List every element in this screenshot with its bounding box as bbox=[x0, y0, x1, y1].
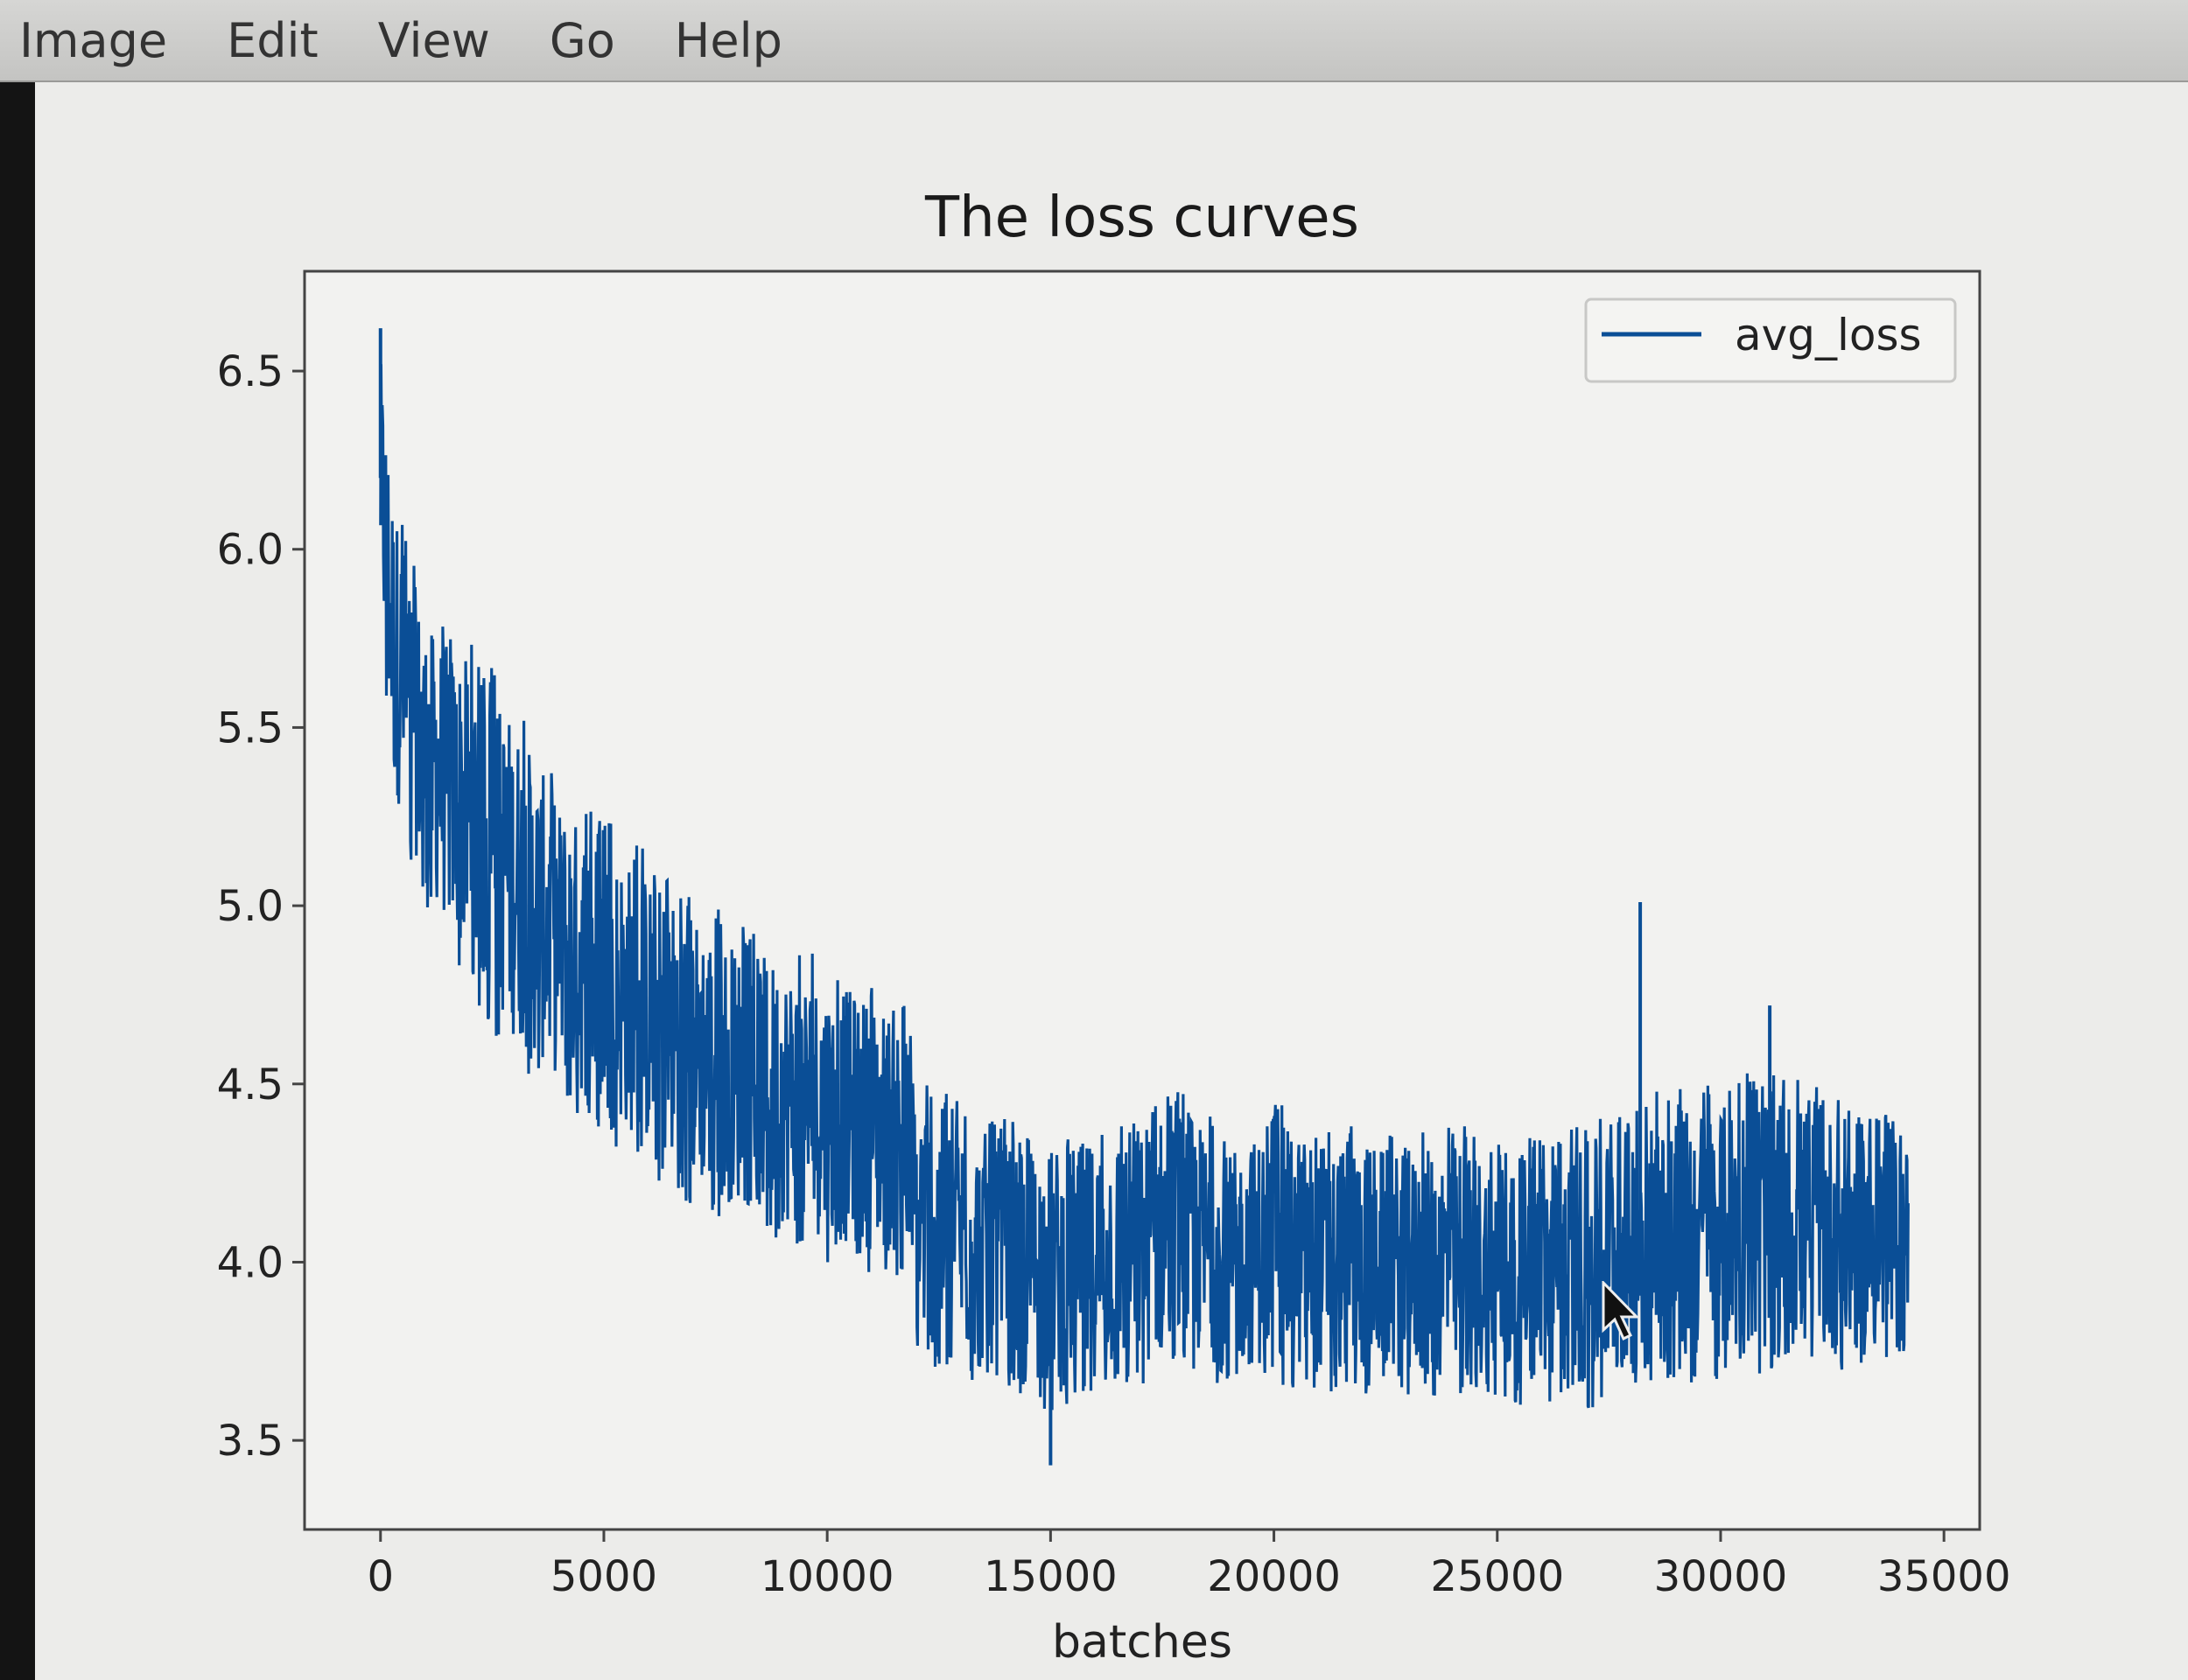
figure-canvas: 3.5 4.0 4.5 5.0 5.5 6.0 6.5 0 5000 10000 15000 2000… bbox=[35, 82, 2188, 1680]
y-tick-label: 6.0 bbox=[217, 526, 284, 575]
y-tick-label: 3.5 bbox=[217, 1417, 284, 1466]
series-avg-loss-line bbox=[379, 364, 1910, 1410]
x-tick-label: 5000 bbox=[551, 1552, 657, 1601]
menu-edit[interactable]: Edit bbox=[227, 12, 319, 68]
x-tick-label: 20000 bbox=[1207, 1552, 1341, 1601]
legend-box bbox=[1584, 298, 1957, 383]
screen-bezel bbox=[0, 82, 35, 1680]
x-tick-label: 25000 bbox=[1430, 1552, 1564, 1601]
y-tick-label: 4.0 bbox=[217, 1238, 284, 1287]
menu-help[interactable]: Help bbox=[674, 12, 782, 68]
y-tick-label: 5.5 bbox=[217, 704, 284, 752]
x-axis-label: batches bbox=[1052, 1616, 1232, 1669]
x-tick-label: 10000 bbox=[761, 1552, 894, 1601]
x-tick-label: 15000 bbox=[984, 1552, 1118, 1601]
menu-image[interactable]: Image bbox=[19, 12, 168, 68]
y-tick-label: 4.5 bbox=[217, 1060, 284, 1110]
menu-bar: Image Edit View Go Help bbox=[0, 0, 2188, 82]
x-tick-label: 30000 bbox=[1654, 1552, 1788, 1601]
legend: avg_loss bbox=[1584, 298, 1957, 383]
menu-view[interactable]: View bbox=[377, 12, 490, 68]
menu-go[interactable]: Go bbox=[549, 12, 615, 68]
chart-title: The loss curves bbox=[924, 186, 1359, 250]
y-tick-label: 6.5 bbox=[217, 347, 284, 396]
y-tick-label: 5.0 bbox=[217, 882, 284, 931]
loss-chart: 3.5 4.0 4.5 5.0 5.5 6.0 6.5 0 5000 10000 15000 2000… bbox=[217, 186, 2011, 1669]
plot-frame bbox=[303, 270, 1981, 1531]
x-tick-label: 35000 bbox=[1877, 1552, 2011, 1601]
x-tick-label: 0 bbox=[367, 1552, 394, 1601]
legend-label: avg_loss bbox=[1735, 310, 1922, 360]
mouse-pointer-icon bbox=[1602, 1281, 1640, 1341]
